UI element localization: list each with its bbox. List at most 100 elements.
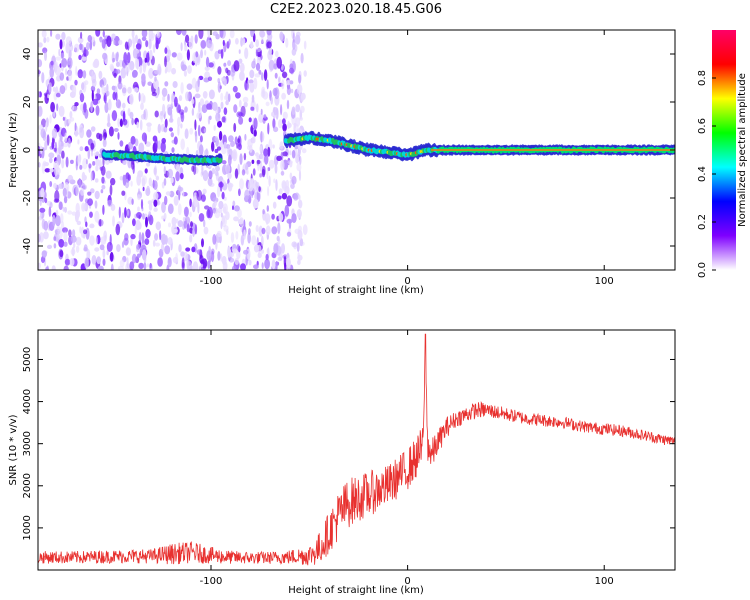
spectrogram-noise-cell <box>94 247 100 252</box>
spectrogram-noise-cell <box>39 198 42 207</box>
spectrogram-noise-cell <box>173 195 179 206</box>
spectrogram-noise-cell <box>125 247 131 256</box>
spectrogram-noise-cell <box>298 74 302 84</box>
spectrogram-noise-cell <box>112 57 116 63</box>
spectrogram-noise-cell <box>235 230 239 240</box>
spectrogram-noise-cell <box>193 163 197 176</box>
spectrogram-noise-cell <box>107 113 110 125</box>
spectrogram-noise-cell <box>159 110 164 116</box>
spectrogram-noise-cell <box>68 229 72 237</box>
spectrogram-noise-cell <box>208 89 215 100</box>
spectrogram-noise-cell <box>255 49 258 57</box>
spectrogram-noise-cell <box>87 198 93 206</box>
spectrogram-noise-cell <box>86 249 91 261</box>
spectrogram-noise-cell <box>166 61 172 73</box>
spectrogram-noise-cell <box>266 41 272 49</box>
spectrogram-noise-cell <box>141 36 147 41</box>
spectrogram-noise-cell <box>270 96 274 105</box>
spectrogram-noise-cell <box>90 85 96 93</box>
ridge-inner <box>218 157 223 163</box>
spectrogram-noise-cell <box>173 136 178 145</box>
colorbar-tick-label: 0.8 <box>697 70 708 86</box>
spectrogram-noise-cell <box>45 121 48 132</box>
spectrogram-noise-cell <box>110 263 114 270</box>
snr-y-axis-label: SNR (10 * v/v) <box>8 414 19 485</box>
spectrogram-noise-cell <box>265 101 270 107</box>
spectrogram-noise-cell <box>171 216 177 227</box>
spectrogram-noise-cell <box>164 47 168 54</box>
spectrogram-noise-cell <box>181 64 187 72</box>
spectrogram-noise-cell <box>182 190 185 197</box>
spectrogram-noise-cell <box>154 233 159 241</box>
spectrogram-noise-cell <box>243 249 249 255</box>
spectrogram-noise-cell <box>41 30 47 38</box>
snr-x-ticks: -100 0 100 <box>200 330 614 587</box>
spectrogram-noise-cell <box>67 58 71 66</box>
spectrogram-noise-cell <box>261 262 264 269</box>
spectrogram-noise-cell <box>247 79 250 85</box>
spectrogram-noise-cell <box>279 31 284 41</box>
spectrogram-noise-cell <box>94 200 98 209</box>
spectrogram-noise-cell <box>138 142 145 154</box>
spectrogram-x-tick-label: 0 <box>404 276 410 287</box>
spectrogram-y-axis-label: Frequency (Hz) <box>8 112 19 188</box>
spectrogram-noise-cell <box>276 235 280 242</box>
spectrogram-noise-cell <box>290 88 294 94</box>
spectrogram-noise-cell <box>267 186 270 197</box>
spectrogram-noise-cell <box>91 71 94 78</box>
spectrogram-noise-cell <box>138 262 144 270</box>
spectrogram-noise-cell <box>245 163 249 171</box>
spectrogram-noise-cell <box>38 59 43 68</box>
spectrogram-noise-cell <box>178 109 185 115</box>
spectrogram-noise-cell <box>207 260 211 270</box>
spectrogram-noise-cell <box>185 247 191 252</box>
spectrogram-noise-cell <box>258 186 261 192</box>
spectrogram-noise-cell <box>282 118 286 125</box>
spectrogram-noise-cell <box>83 244 88 252</box>
spectrogram-noise-cell <box>189 198 192 208</box>
snr-y-tick-label: 5000 <box>22 347 33 372</box>
spectrogram-noise-cell <box>119 118 123 128</box>
spectrogram-noise-cell <box>199 135 203 143</box>
spectrogram-noise-cell <box>229 69 236 77</box>
spectrogram-noise-cell <box>200 39 207 49</box>
spectrogram-noise-cell <box>177 203 182 216</box>
spectrogram-noise-cell <box>252 168 256 176</box>
spectrogram-noise-cell <box>142 213 145 220</box>
spectrogram-noise-cell <box>46 244 53 249</box>
spectrogram-noise-cell <box>108 126 114 137</box>
spectrogram-noise-cell <box>276 56 283 69</box>
spectrogram-noise-cell <box>90 171 93 182</box>
spectrogram-noise-cell <box>184 216 191 225</box>
spectrogram-noise-cell <box>122 110 126 123</box>
spectrogram-noise-cell <box>237 138 241 144</box>
spectrogram-noise-cell <box>238 99 242 108</box>
spectrogram-noise-cell <box>220 92 224 101</box>
spectrogram-noise-cell <box>86 129 92 138</box>
spectrogram-noise-cell <box>71 104 75 111</box>
spectrogram-noise-cell <box>100 189 104 194</box>
spectrogram-noise-cell <box>153 192 159 201</box>
snr-x-tick-label: 0 <box>404 576 410 587</box>
spectrogram-noise-cell <box>79 146 84 152</box>
spectrogram-noise-cell <box>196 249 203 255</box>
spectrogram-y-tick-label: -20 <box>22 190 33 206</box>
spectrogram-noise-cell <box>233 60 240 72</box>
spectrogram-noise-cell <box>139 119 143 131</box>
spectrogram-noise-cell <box>142 61 147 73</box>
spectrogram-noise-cell <box>281 92 286 100</box>
spectrogram-noise-cell <box>122 102 126 109</box>
spectrogram-noise-cell <box>64 206 67 213</box>
spectrogram-noise-cell <box>203 128 207 133</box>
spectrogram-noise-cell <box>62 142 69 148</box>
spectrogram-noise-cell <box>162 95 166 102</box>
spectrogram-noise-cell <box>242 96 249 103</box>
snr-x-tick-label: 100 <box>595 576 614 587</box>
spectrogram-noise-cell <box>176 30 182 36</box>
spectrogram-noise-cell <box>127 86 132 94</box>
snr-x-tick-label: -100 <box>200 576 223 587</box>
spectrogram-noise-cell <box>145 40 149 48</box>
spectrogram-noise-cell <box>289 172 293 180</box>
spectrogram-noise-cell <box>115 52 119 62</box>
spectrogram-noise-cell <box>58 201 63 210</box>
